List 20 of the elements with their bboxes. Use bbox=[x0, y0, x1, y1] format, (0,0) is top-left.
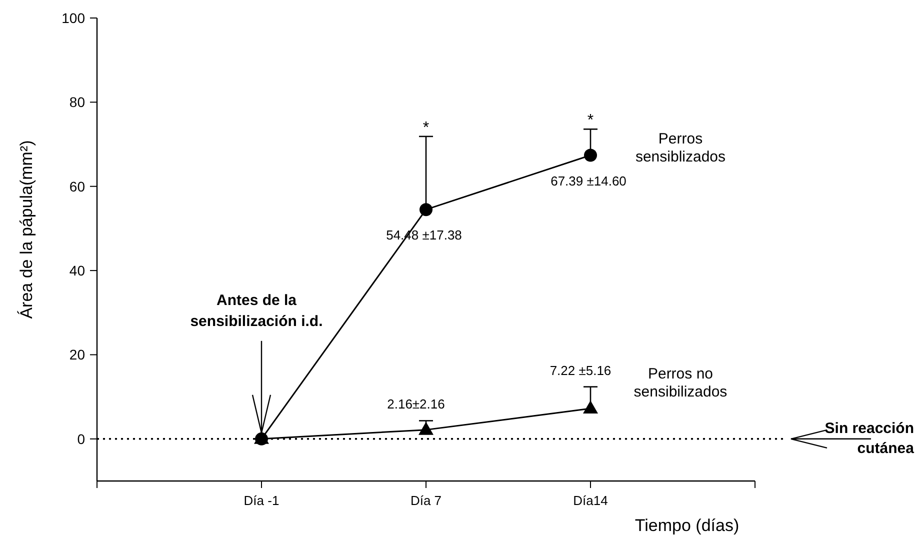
annotation: Antes de la sensibilización i.d. bbox=[190, 292, 323, 330]
x-tick-label: Día -1 bbox=[244, 493, 280, 508]
annotation: * bbox=[587, 112, 594, 130]
y-axis-title: Área de la pápula(mm²) bbox=[17, 140, 36, 319]
y-tick-label: 40 bbox=[69, 262, 86, 278]
x-axis-title: Tiempo (días) bbox=[634, 516, 740, 535]
text: Perros sensiblizados bbox=[635, 130, 726, 166]
data-label: 2.16±2.16 bbox=[387, 396, 445, 412]
y-tick-label: 60 bbox=[69, 178, 86, 194]
x-tick-label: Día14 bbox=[573, 493, 608, 508]
y-tick-label: 0 bbox=[77, 430, 86, 447]
y-tick-label: 20 bbox=[69, 346, 86, 363]
text: Sin reacción cutánea bbox=[824, 420, 915, 457]
annotation: * bbox=[422, 119, 430, 136]
data-label: 7.22 ±5.16 bbox=[550, 362, 612, 378]
y-tick-label: 100 bbox=[62, 10, 86, 26]
text: Perros no sensibilizados bbox=[634, 366, 728, 401]
x-tick-label: Día 7 bbox=[410, 493, 442, 508]
data-label: 67.39 ±14.60 bbox=[550, 173, 626, 188]
y-tick-label: 80 bbox=[69, 94, 86, 110]
